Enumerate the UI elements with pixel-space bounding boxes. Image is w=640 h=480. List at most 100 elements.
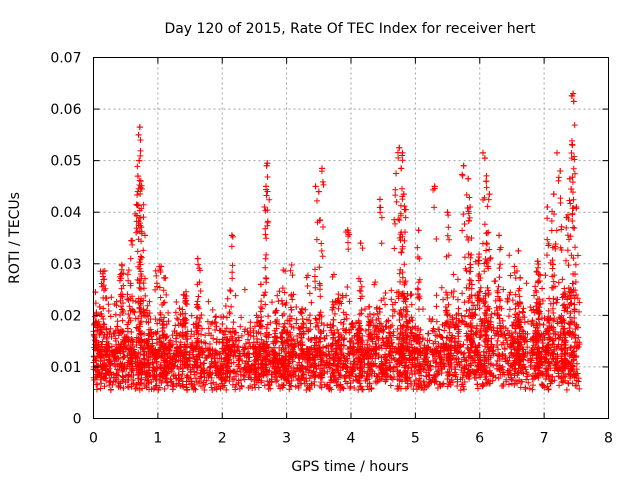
data-point: [431, 328, 438, 335]
data-point: [372, 340, 379, 347]
data-point: [213, 313, 220, 320]
data-point: [262, 264, 269, 271]
data-point: [126, 303, 133, 310]
data-point: [205, 298, 212, 305]
data-point: [167, 376, 174, 383]
y-tick-label: 0.05: [50, 154, 81, 170]
data-point: [544, 236, 551, 243]
data-point: [258, 379, 265, 386]
data-point: [546, 295, 553, 302]
data-point: [232, 292, 239, 299]
data-point: [311, 273, 318, 280]
data-point: [570, 165, 577, 172]
data-point: [106, 330, 113, 337]
data-point: [408, 341, 415, 348]
data-point: [149, 372, 156, 379]
x-tick-label: 2: [218, 431, 227, 447]
data-point: [114, 318, 121, 325]
data-point: [463, 233, 470, 240]
data-point: [97, 385, 104, 392]
data-point: [454, 383, 461, 390]
data-point: [237, 323, 244, 330]
data-point: [512, 305, 519, 312]
data-point: [435, 326, 442, 333]
data-point: [423, 373, 430, 380]
data-point: [421, 342, 428, 349]
data-point: [210, 335, 217, 342]
points-layer: [90, 90, 583, 394]
data-point: [255, 376, 262, 383]
data-point: [103, 295, 110, 302]
data-point: [466, 214, 473, 221]
data-point: [134, 248, 141, 255]
data-point: [483, 172, 490, 179]
y-axis-label: ROTI / TECUs: [7, 192, 23, 284]
data-point: [446, 236, 453, 243]
data-point: [467, 264, 474, 271]
data-point: [153, 382, 160, 389]
data-point: [356, 383, 363, 390]
data-point: [500, 286, 507, 293]
data-point: [454, 276, 461, 283]
data-point: [525, 379, 532, 386]
data-point: [320, 181, 327, 188]
data-point: [392, 220, 399, 227]
data-point: [574, 252, 581, 259]
data-point: [118, 266, 125, 273]
data-point: [335, 291, 342, 298]
data-point: [344, 283, 351, 290]
data-point: [324, 368, 331, 375]
data-point: [305, 335, 312, 342]
data-point: [93, 381, 100, 388]
data-point: [127, 255, 134, 262]
data-point: [227, 288, 234, 295]
data-point: [188, 312, 195, 319]
data-point: [483, 184, 490, 191]
data-point: [179, 368, 186, 375]
data-point: [441, 363, 448, 370]
data-point: [542, 272, 549, 279]
data-point: [431, 353, 438, 360]
data-point: [441, 363, 448, 370]
data-point: [319, 178, 326, 185]
data-point: [105, 308, 112, 315]
data-point: [378, 214, 385, 221]
data-point: [233, 370, 240, 377]
data-point: [155, 386, 162, 393]
data-point: [522, 386, 529, 393]
data-point: [521, 314, 528, 321]
data-point: [229, 275, 236, 282]
data-point: [126, 315, 133, 322]
data-point: [463, 333, 470, 340]
data-point: [286, 386, 293, 393]
data-point: [509, 333, 516, 340]
data-point: [572, 261, 579, 268]
data-point: [258, 298, 265, 305]
data-point: [497, 261, 504, 268]
data-point: [461, 365, 468, 372]
data-point: [200, 379, 207, 386]
data-point: [431, 204, 438, 211]
data-point: [545, 386, 552, 393]
data-point: [334, 326, 341, 333]
data-point: [476, 257, 483, 264]
data-point: [545, 307, 552, 314]
data-point: [484, 203, 491, 210]
data-point: [331, 310, 338, 317]
data-point: [398, 165, 405, 172]
data-point: [315, 188, 322, 195]
data-point: [232, 338, 239, 345]
data-point: [219, 375, 226, 382]
data-point: [222, 361, 229, 368]
data-point: [511, 381, 518, 388]
data-point: [228, 303, 235, 310]
data-point: [289, 337, 296, 344]
data-point: [483, 247, 490, 254]
data-point: [277, 385, 284, 392]
data-point: [498, 382, 505, 389]
data-point: [325, 385, 332, 392]
data-point: [228, 232, 235, 239]
data-point: [415, 227, 422, 234]
data-point: [461, 386, 468, 393]
data-point: [502, 335, 509, 342]
